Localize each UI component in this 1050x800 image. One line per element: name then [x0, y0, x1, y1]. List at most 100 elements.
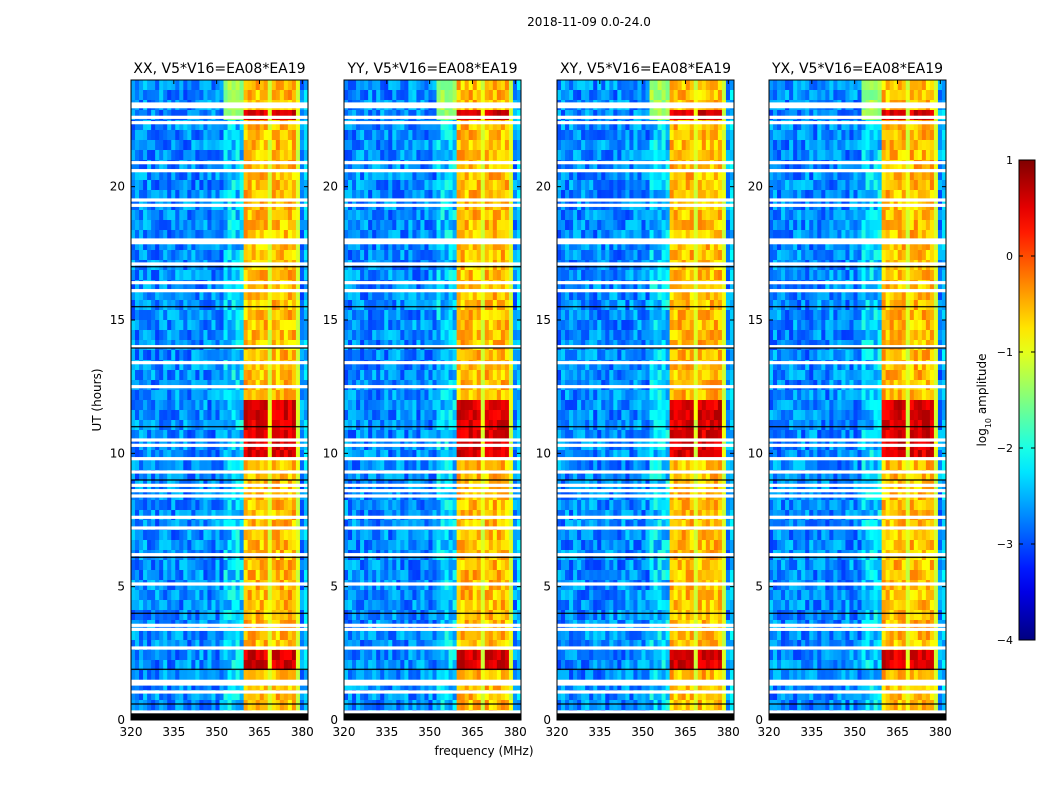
x-tick-label: 365 — [674, 725, 697, 739]
flagged-row — [769, 115, 946, 119]
y-tick-label: 10 — [748, 446, 763, 460]
flagged-row — [131, 682, 308, 686]
flagged-row — [769, 105, 946, 109]
dark-row — [344, 305, 521, 308]
flagged-row — [557, 198, 734, 202]
flagged-row — [769, 483, 946, 487]
flagged-row — [769, 289, 946, 293]
flagged-row — [769, 457, 946, 461]
x-tick-label: 350 — [418, 725, 441, 739]
dark-row — [344, 612, 521, 615]
flagged-row — [557, 679, 734, 683]
x-tick-label: 365 — [248, 725, 271, 739]
flagged-row — [131, 385, 308, 389]
flagged-row — [131, 483, 308, 487]
y-tick-label: 5 — [755, 580, 763, 594]
flagged-row — [557, 385, 734, 389]
dark-row — [769, 265, 946, 268]
x-tick-label: 380 — [717, 725, 740, 739]
flagged-row — [769, 102, 946, 106]
bottom-band — [557, 713, 734, 720]
x-tick-label: 320 — [120, 725, 143, 739]
colorbar-tick-label: −2 — [997, 442, 1013, 455]
flagged-row — [769, 646, 946, 650]
flagged-row — [344, 470, 521, 474]
colorbar-tick-label: −3 — [997, 538, 1013, 551]
flagged-row — [557, 443, 734, 447]
flagged-row — [557, 361, 734, 365]
x-tick-label: 335 — [588, 725, 611, 739]
flagged-row — [557, 710, 734, 714]
x-tick-label: 335 — [375, 725, 398, 739]
flagged-row — [769, 345, 946, 349]
flagged-row — [344, 483, 521, 487]
flagged-row — [131, 345, 308, 349]
flagged-row — [131, 289, 308, 293]
dark-row — [131, 668, 308, 671]
flagged-row — [769, 121, 946, 125]
flagged-row — [131, 443, 308, 447]
flagged-row — [344, 627, 521, 631]
x-tick-label: 365 — [886, 725, 909, 739]
flagged-row — [344, 289, 521, 293]
flagged-row — [557, 690, 734, 694]
flagged-row — [557, 115, 734, 119]
flagged-row — [344, 203, 521, 207]
y-tick-label: 15 — [536, 313, 551, 327]
flagged-row — [344, 489, 521, 493]
flagged-row — [131, 489, 308, 493]
dark-row — [769, 425, 946, 428]
flagged-row — [557, 646, 734, 650]
dark-row — [131, 425, 308, 428]
dark-row — [557, 265, 734, 268]
flagged-row — [769, 526, 946, 530]
flagged-row — [131, 515, 308, 519]
flagged-row — [769, 238, 946, 242]
flagged-row — [344, 241, 521, 245]
flagged-row — [557, 623, 734, 627]
heatmap-image — [131, 80, 308, 720]
flagged-row — [557, 483, 734, 487]
flagged-row — [131, 627, 308, 631]
dark-row — [344, 265, 521, 268]
bottom-band — [344, 713, 521, 720]
x-tick-label: 320 — [333, 725, 356, 739]
dark-row — [769, 556, 946, 559]
flagged-row — [769, 515, 946, 519]
colorbar: 1 0 −1 −2 −3 −4 log10 amplitude — [975, 154, 1036, 647]
axes-frame — [130, 79, 309, 721]
flagged-row — [557, 161, 734, 165]
dark-row — [131, 612, 308, 615]
dark-row — [344, 479, 521, 481]
y-tick-label: 0 — [117, 713, 125, 727]
y-tick-label: 5 — [330, 580, 338, 594]
flagged-row — [131, 582, 308, 586]
y-tick-label: 0 — [755, 713, 763, 727]
flagged-row — [131, 646, 308, 650]
bottom-band — [769, 713, 946, 720]
y-tick-label: 10 — [536, 446, 551, 460]
x-axis-label: frequency (MHz) — [434, 744, 533, 758]
flagged-row — [557, 515, 734, 519]
flagged-row — [557, 121, 734, 125]
flagged-row — [557, 102, 734, 106]
flagged-row — [769, 161, 946, 165]
flagged-row — [344, 679, 521, 683]
flagged-row — [769, 262, 946, 266]
flagged-row — [344, 690, 521, 694]
x-tick-label: 350 — [205, 725, 228, 739]
flagged-row — [344, 385, 521, 389]
colorbar-label: log10 amplitude — [975, 354, 993, 447]
y-tick-label: 20 — [748, 180, 763, 194]
flagged-row — [344, 105, 521, 109]
flagged-row — [769, 682, 946, 686]
flagged-row — [344, 281, 521, 285]
x-tick-label: 320 — [758, 725, 781, 739]
y-tick-label: 20 — [536, 180, 551, 194]
flagged-row — [131, 438, 308, 442]
dark-row — [131, 305, 308, 308]
panel-2: 320 335 350 365 380 0 5 10 15 20 XY, V5*V16=EA08*E… — [536, 61, 740, 739]
flagged-row — [344, 553, 521, 557]
colorbar-tick-label: −1 — [997, 346, 1013, 359]
flagged-row — [557, 489, 734, 493]
